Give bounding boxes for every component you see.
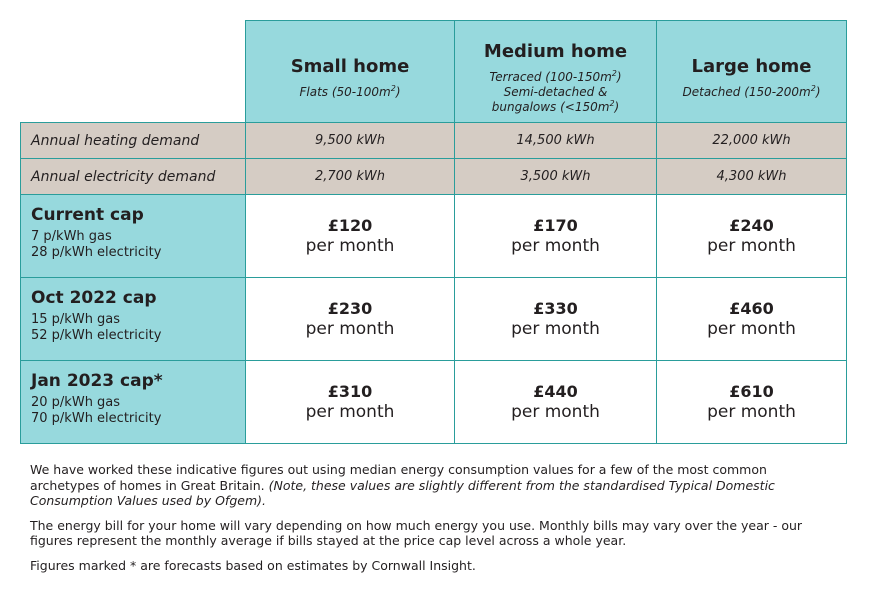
electricity-rate: 28 p/kWh electricity bbox=[31, 245, 162, 260]
header-row: Small home Flats (50-100m2) Medium home … bbox=[20, 20, 847, 123]
monthly-cost-cell: £440 per month bbox=[454, 360, 657, 444]
gas-rate: 20 p/kWh gas bbox=[31, 395, 121, 410]
monthly-cost: £460 bbox=[729, 299, 774, 318]
monthly-cost: £310 bbox=[327, 382, 373, 401]
row-label: Annual heating demand bbox=[20, 122, 246, 159]
monthly-cost-cell: £240 per month bbox=[656, 194, 847, 278]
per-month-label: per month bbox=[511, 319, 600, 339]
demand-value: 22,000 kWh bbox=[656, 122, 847, 159]
monthly-cost-cell: £330 per month bbox=[454, 277, 657, 361]
demand-value: 4,300 kWh bbox=[656, 158, 847, 195]
monthly-cost-cell: £170 per month bbox=[454, 194, 657, 278]
column-description: Terraced (100-150m2) Semi-detached & bunga… bbox=[489, 69, 622, 115]
footnotes: We have worked these indicative figures … bbox=[30, 462, 830, 582]
row-label: Annual electricity demand bbox=[20, 158, 246, 195]
column-header-small-home: Small home Flats (50-100m2) bbox=[245, 20, 455, 123]
per-month-label: per month bbox=[707, 402, 796, 422]
monthly-cost-cell: £460 per month bbox=[656, 277, 847, 361]
header-blank-cell bbox=[20, 20, 246, 123]
cap-row-jan-2023: Jan 2023 cap* 20 p/kWh gas 70 p/kWh elec… bbox=[20, 360, 847, 444]
column-description: Flats (50-100m2) bbox=[299, 84, 401, 100]
column-header-medium-home: Medium home Terraced (100-150m2) Semi-det… bbox=[454, 20, 657, 123]
per-month-label: per month bbox=[511, 236, 600, 256]
monthly-cost-cell: £230 per month bbox=[245, 277, 455, 361]
demand-value: 14,500 kWh bbox=[454, 122, 657, 159]
demand-row-electricity: Annual electricity demand 2,700 kWh 3,50… bbox=[20, 158, 847, 195]
per-month-label: per month bbox=[511, 402, 600, 422]
demand-value: 9,500 kWh bbox=[245, 122, 455, 159]
ofgem-note: (Note, these values are slightly differe… bbox=[30, 477, 775, 509]
cap-label-cell: Oct 2022 cap 15 p/kWh gas 52 p/kWh elect… bbox=[20, 277, 246, 361]
monthly-cost: £230 bbox=[327, 299, 373, 318]
monthly-cost-cell: £610 per month bbox=[656, 360, 847, 444]
monthly-cost: £240 bbox=[729, 216, 774, 235]
cap-label-cell: Jan 2023 cap* 20 p/kWh gas 70 p/kWh elec… bbox=[20, 360, 246, 444]
per-month-label: per month bbox=[707, 319, 796, 339]
electricity-rate: 70 p/kWh electricity bbox=[31, 411, 162, 426]
energy-cost-table: Small home Flats (50-100m2) Medium home … bbox=[20, 20, 847, 444]
variation-note: The energy bill for your home will vary … bbox=[30, 517, 803, 549]
forecast-note: Figures marked * are forecasts based on … bbox=[30, 557, 476, 573]
monthly-cost-cell: £310 per month bbox=[245, 360, 455, 444]
column-title: Medium home bbox=[483, 41, 628, 62]
cap-name: Oct 2022 cap bbox=[31, 288, 157, 308]
monthly-cost-cell: £120 per month bbox=[245, 194, 455, 278]
column-title: Large home bbox=[691, 56, 812, 77]
monthly-cost: £170 bbox=[533, 216, 578, 235]
column-title: Small home bbox=[290, 56, 410, 77]
demand-value: 3,500 kWh bbox=[454, 158, 657, 195]
cap-name: Jan 2023 cap* bbox=[31, 371, 163, 391]
monthly-cost: £330 bbox=[533, 299, 578, 318]
per-month-label: per month bbox=[305, 319, 395, 339]
demand-value: 2,700 kWh bbox=[245, 158, 455, 195]
gas-rate: 7 p/kWh gas bbox=[31, 229, 112, 244]
per-month-label: per month bbox=[305, 236, 395, 256]
monthly-cost: £440 bbox=[533, 382, 578, 401]
methodology-note: We have worked these indicative figures … bbox=[30, 462, 775, 509]
cap-row-oct-2022: Oct 2022 cap 15 p/kWh gas 52 p/kWh elect… bbox=[20, 277, 847, 361]
cap-label-cell: Current cap 7 p/kWh gas 28 p/kWh electri… bbox=[20, 194, 246, 278]
per-month-label: per month bbox=[707, 236, 796, 256]
gas-rate: 15 p/kWh gas bbox=[31, 312, 121, 327]
demand-row-heating: Annual heating demand 9,500 kWh 14,500 k… bbox=[20, 122, 847, 159]
cap-name: Current cap bbox=[31, 205, 144, 225]
electricity-rate: 52 p/kWh electricity bbox=[31, 328, 162, 343]
cap-row-current: Current cap 7 p/kWh gas 28 p/kWh electri… bbox=[20, 194, 847, 278]
per-month-label: per month bbox=[305, 402, 395, 422]
monthly-cost: £120 bbox=[327, 216, 373, 235]
column-header-large-home: Large home Detached (150-200m2) bbox=[656, 20, 847, 123]
monthly-cost: £610 bbox=[729, 382, 774, 401]
column-description: Detached (150-200m2) bbox=[682, 84, 821, 100]
